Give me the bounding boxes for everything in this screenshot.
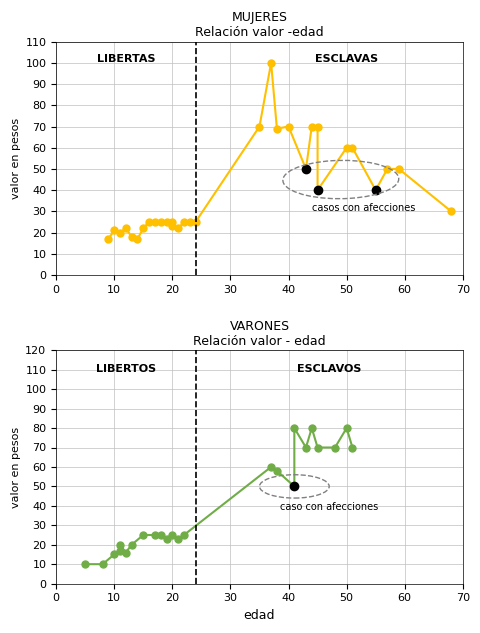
Title: MUJERES
Relación valor -edad: MUJERES Relación valor -edad xyxy=(195,11,323,39)
Text: LIBERTOS: LIBERTOS xyxy=(96,364,156,374)
Y-axis label: valor en pesos: valor en pesos xyxy=(11,118,21,199)
Y-axis label: valor en pesos: valor en pesos xyxy=(11,427,21,508)
Text: ESCLAVOS: ESCLAVOS xyxy=(296,364,360,374)
Text: LIBERTAS: LIBERTAS xyxy=(96,54,155,65)
Text: ESCLAVAS: ESCLAVAS xyxy=(314,54,377,65)
Title: VARONES
Relación valor - edad: VARONES Relación valor - edad xyxy=(193,320,325,348)
X-axis label: edad: edad xyxy=(243,609,275,622)
Text: caso con afecciones: caso con afecciones xyxy=(279,502,378,511)
Text: casos con afecciones: casos con afecciones xyxy=(312,203,415,213)
